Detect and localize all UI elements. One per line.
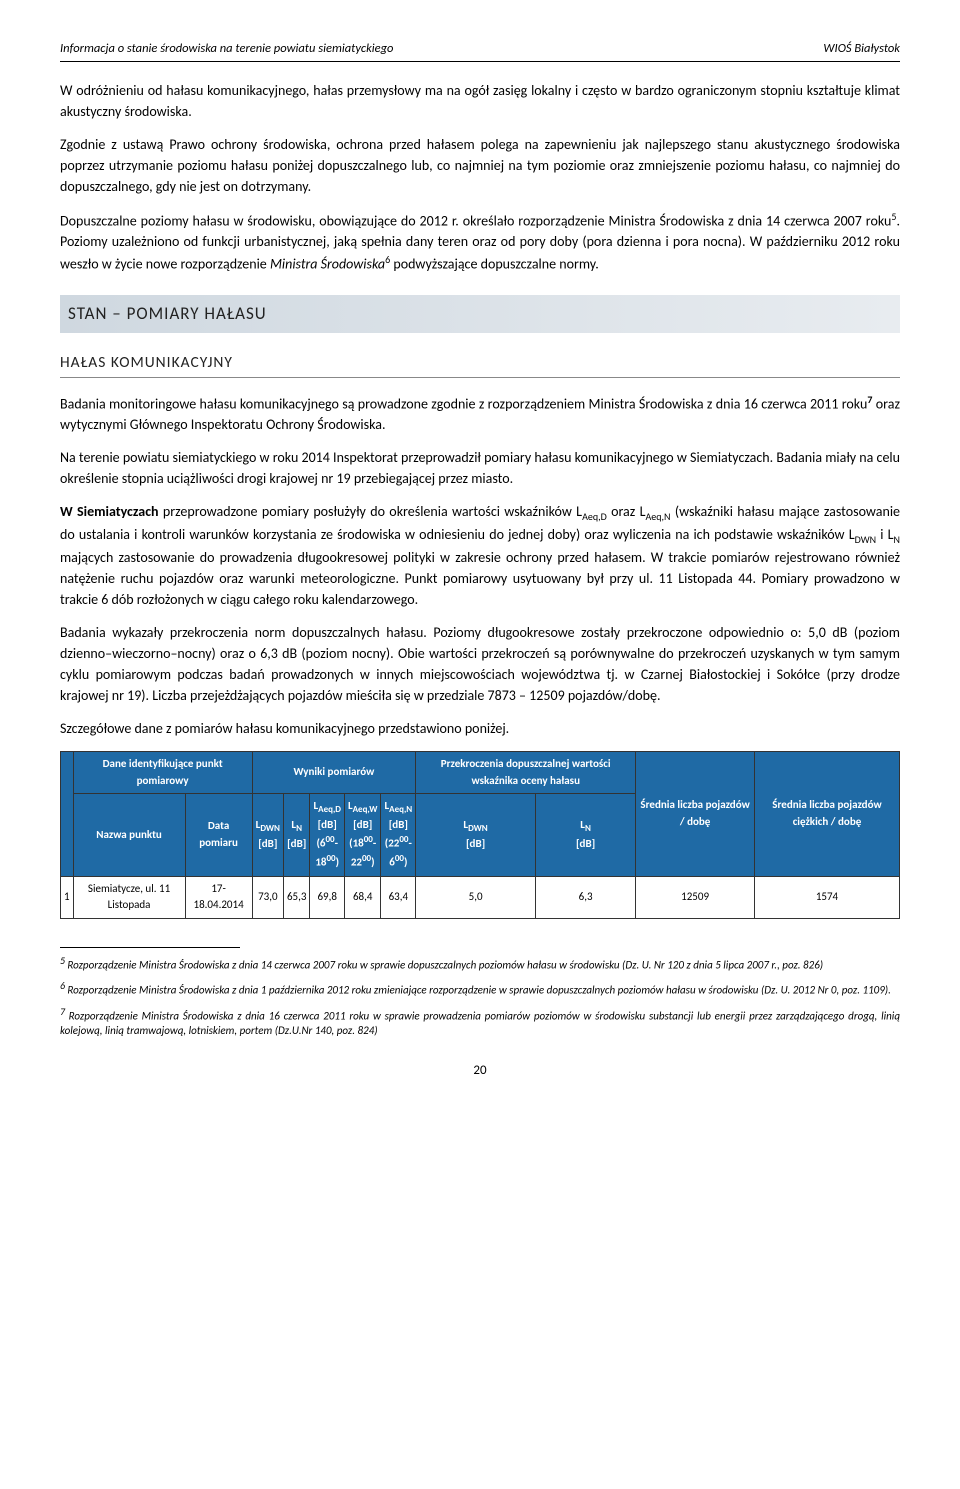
footnote-5: 5 Rozporządzenie Ministra Środowiska z d… xyxy=(60,954,900,974)
th-ln: LN[dB] xyxy=(283,794,309,877)
subsection-heading: HAŁAS KOMUNIKACYJNY xyxy=(60,351,900,378)
header-right: WIOŚ Białystok xyxy=(823,40,900,59)
para-7: Badania wykazały przekroczenia norm dopu… xyxy=(60,622,900,706)
header-left: Informacja o stanie środowiska na tereni… xyxy=(60,40,393,59)
th-przek: Przekroczenia dopuszczalnej wartości wsk… xyxy=(416,752,636,794)
th-pldwn: LDWN[dB] xyxy=(416,794,536,877)
th-data: Data pomiaru xyxy=(185,794,252,877)
th-avg2: Średnia liczba pojazdów ciężkich / dobę xyxy=(754,752,899,877)
th-ldwn: LDWN[dB] xyxy=(252,794,283,877)
th-laeqd: LAeq,D[dB](600-1800) xyxy=(310,794,344,877)
para-2: Zgodnie z ustawą Prawo ochrony środowisk… xyxy=(60,134,900,197)
th-ident: Dane identyfikujące punkt pomiarowy xyxy=(73,752,252,794)
para-4: Badania monitoringowe hałasu komunikacyj… xyxy=(60,392,900,436)
th-laeqn: LAeq,N[dB](2200-600) xyxy=(381,794,416,877)
para-5: Na terenie powiatu siemiatyckiego w roku… xyxy=(60,447,900,489)
para-6: W Siemiatyczach przeprowadzone pomiary p… xyxy=(60,501,900,610)
th-pln: LN[dB] xyxy=(535,794,635,877)
noise-table: Dane identyfikujące punkt pomiarowy Wyni… xyxy=(60,751,900,919)
page-header: Informacja o stanie środowiska na tereni… xyxy=(60,40,900,62)
page-number: 20 xyxy=(60,1061,900,1081)
para-1: W odróżnieniu od hałasu komunikacyjnego,… xyxy=(60,80,900,122)
footnote-separator xyxy=(60,947,240,948)
th-blank xyxy=(61,752,74,877)
table-row: 1 Siemiatycze, ul. 11 Listopada 17-18.04… xyxy=(61,876,900,918)
th-avg1: Średnia liczba pojazdów / dobę xyxy=(636,752,755,877)
footnote-7: 7 Rozporządzenie Ministra Środowiska z d… xyxy=(60,1005,900,1039)
para-3: Dopuszczalne poziomy hałasu w środowisku… xyxy=(60,209,900,275)
th-laeqw: LAeq,W[dB](1800-2200) xyxy=(344,794,381,877)
section-heading: STAN – POMIARY HAŁASU xyxy=(60,295,900,333)
footnote-6: 6 Rozporządzenie Ministra Środowiska z d… xyxy=(60,979,900,999)
th-nazwa: Nazwa punktu xyxy=(73,794,185,877)
th-wyniki: Wyniki pomiarów xyxy=(252,752,416,794)
para-8: Szczegółowe dane z pomiarów hałasu komun… xyxy=(60,718,900,739)
